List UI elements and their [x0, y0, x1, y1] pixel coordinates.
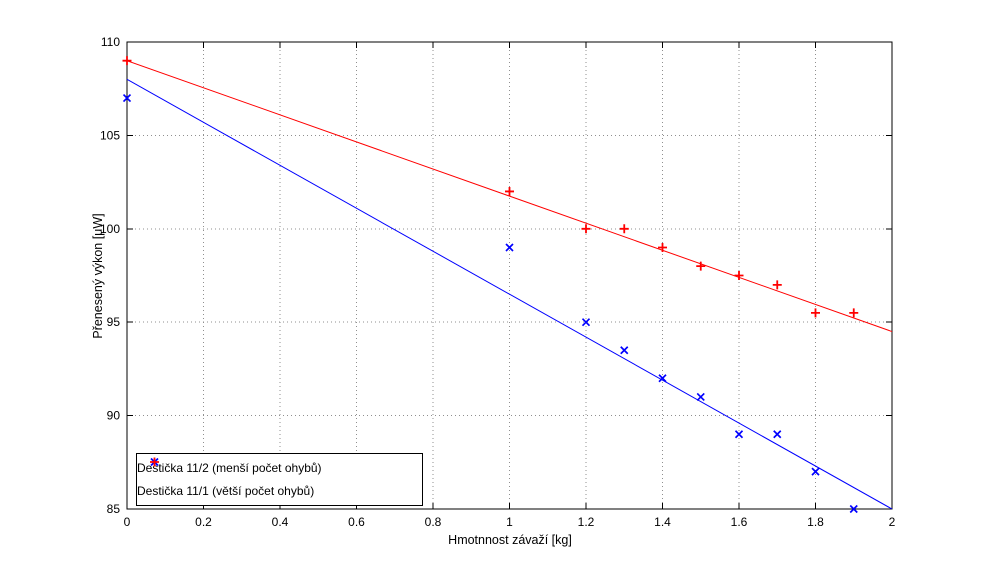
x-axis-label: Hmotnnost závaží [kg] — [448, 533, 572, 547]
svg-text:0.4: 0.4 — [272, 515, 289, 529]
svg-text:105: 105 — [100, 128, 120, 142]
plus-marker-icon — [150, 457, 159, 467]
svg-text:0: 0 — [124, 515, 131, 529]
svg-text:95: 95 — [107, 315, 121, 329]
legend-item-series1: Destička 11/2 (menší počet ohybů) — [137, 457, 422, 480]
y-axis-label: Přenesený výkon [μW] — [91, 213, 105, 339]
legend-label-series1: Destička 11/2 (menší počet ohybů) — [137, 461, 322, 475]
svg-text:1.6: 1.6 — [731, 515, 748, 529]
svg-text:1.8: 1.8 — [807, 515, 824, 529]
legend-item-series2: Destička 11/1 (větší počet ohybů) — [137, 457, 422, 503]
svg-text:0.2: 0.2 — [195, 515, 212, 529]
svg-text:110: 110 — [101, 35, 120, 49]
svg-text:85: 85 — [107, 502, 121, 516]
svg-text:2: 2 — [889, 515, 896, 529]
legend-label-series2: Destička 11/1 (větší počet ohybů) — [137, 484, 315, 498]
svg-text:100: 100 — [100, 222, 120, 236]
svg-text:90: 90 — [107, 409, 121, 423]
legend: Destička 11/2 (menší počet ohybů) Destič… — [136, 453, 423, 506]
svg-text:1: 1 — [506, 515, 513, 529]
svg-text:0.6: 0.6 — [348, 515, 365, 529]
svg-text:0.8: 0.8 — [425, 515, 442, 529]
svg-text:1.2: 1.2 — [578, 515, 595, 529]
svg-text:1.4: 1.4 — [654, 515, 671, 529]
